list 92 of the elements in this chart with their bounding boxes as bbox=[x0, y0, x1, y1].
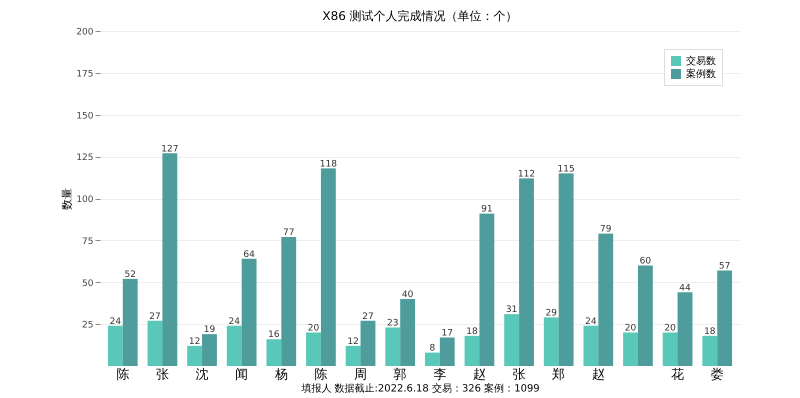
bar bbox=[464, 336, 480, 366]
bar bbox=[544, 317, 559, 366]
data-label: 60 bbox=[640, 256, 652, 266]
chart-title: X86 测试个人完成情况（单位：个） bbox=[322, 9, 518, 23]
y-tick-label: 25 bbox=[82, 320, 94, 331]
x-tick-label: 杨 bbox=[274, 368, 288, 382]
data-label: 20 bbox=[664, 324, 676, 334]
data-label: 20 bbox=[308, 324, 320, 334]
bar bbox=[148, 320, 162, 366]
bar bbox=[583, 326, 598, 366]
y-tick-label: 150 bbox=[76, 111, 94, 122]
data-label: 18 bbox=[704, 326, 716, 337]
data-label: 77 bbox=[283, 228, 294, 238]
x-tick-label: 沈 bbox=[196, 368, 209, 382]
bar bbox=[202, 334, 217, 366]
x-tick-label: 郑 bbox=[552, 368, 566, 382]
data-label: 127 bbox=[161, 144, 178, 154]
data-label: 27 bbox=[149, 312, 161, 322]
bar bbox=[623, 332, 638, 366]
bar bbox=[385, 327, 400, 366]
bar bbox=[108, 326, 123, 366]
data-label: 112 bbox=[518, 169, 536, 180]
data-label: 12 bbox=[188, 336, 200, 347]
bar bbox=[162, 153, 178, 366]
bar bbox=[281, 237, 296, 366]
x-tick-label: 赵 bbox=[592, 368, 605, 382]
data-label: 44 bbox=[679, 283, 692, 294]
legend-label: 交易数 bbox=[686, 55, 716, 67]
data-label: 8 bbox=[430, 344, 436, 354]
y-axis-title: 数量 bbox=[60, 188, 74, 210]
bar bbox=[226, 326, 242, 366]
data-label: 115 bbox=[558, 164, 575, 174]
data-label: 17 bbox=[442, 328, 453, 339]
data-label: 24 bbox=[228, 316, 240, 327]
data-label: 79 bbox=[600, 224, 612, 235]
bar bbox=[717, 270, 732, 366]
bar bbox=[306, 332, 321, 366]
data-label: 16 bbox=[268, 330, 280, 340]
y-tick-label: 75 bbox=[82, 236, 94, 247]
data-label: 118 bbox=[320, 159, 338, 170]
x-tick-label: 张 bbox=[156, 368, 169, 382]
x-tick-label: 赵 bbox=[472, 368, 486, 382]
data-label: 19 bbox=[204, 325, 216, 336]
data-label: 27 bbox=[362, 312, 374, 322]
data-label: 91 bbox=[481, 204, 493, 215]
x-tick-label: 李 bbox=[433, 368, 446, 382]
x-tick-label: 闻 bbox=[235, 368, 248, 382]
bar bbox=[346, 346, 361, 366]
bar bbox=[678, 292, 692, 366]
data-label: 31 bbox=[506, 305, 518, 316]
bar bbox=[504, 314, 520, 366]
x-axis-title: 填报人 数据截止:2022.6.18 交易：326 案例：1099 bbox=[300, 382, 540, 394]
bar bbox=[320, 168, 336, 366]
data-label: 52 bbox=[124, 270, 136, 280]
data-label: 40 bbox=[402, 290, 414, 300]
bar bbox=[519, 178, 534, 366]
x-tick-label: 陈 bbox=[116, 368, 130, 382]
y-tick-label: 100 bbox=[76, 195, 94, 205]
bar bbox=[662, 332, 678, 366]
legend-label: 案例数 bbox=[686, 68, 716, 80]
bar bbox=[400, 299, 416, 366]
data-label: 29 bbox=[546, 308, 558, 318]
x-tick-label: 陈 bbox=[314, 368, 328, 382]
bar bbox=[479, 214, 494, 366]
x-tick-label: 周 bbox=[354, 368, 368, 382]
x-tick-label: 郭 bbox=[394, 368, 407, 382]
data-label: 64 bbox=[243, 250, 256, 260]
bar bbox=[598, 234, 614, 366]
data-label: 24 bbox=[110, 316, 122, 327]
bar bbox=[122, 278, 138, 366]
bar bbox=[424, 352, 440, 366]
y-tick-label: 175 bbox=[76, 69, 94, 80]
y-tick-label: 125 bbox=[76, 153, 94, 164]
bar bbox=[638, 266, 653, 366]
y-tick-label: 50 bbox=[82, 278, 94, 289]
y-tick-label: 200 bbox=[76, 28, 94, 38]
x-tick-label: 张 bbox=[512, 368, 526, 382]
bar bbox=[440, 338, 455, 366]
bar bbox=[266, 339, 282, 366]
data-label: 18 bbox=[466, 326, 478, 337]
data-label: 20 bbox=[624, 324, 637, 334]
x-tick-label: 花 bbox=[671, 368, 684, 382]
data-label: 23 bbox=[387, 318, 398, 328]
bar bbox=[360, 320, 376, 366]
data-label: 57 bbox=[718, 262, 730, 272]
bar bbox=[187, 346, 202, 366]
data-label: 24 bbox=[585, 316, 597, 327]
x-tick-label: 娄 bbox=[710, 368, 724, 382]
bar bbox=[558, 173, 574, 366]
data-label: 12 bbox=[347, 336, 359, 347]
bar bbox=[242, 258, 257, 366]
bar bbox=[702, 336, 718, 366]
